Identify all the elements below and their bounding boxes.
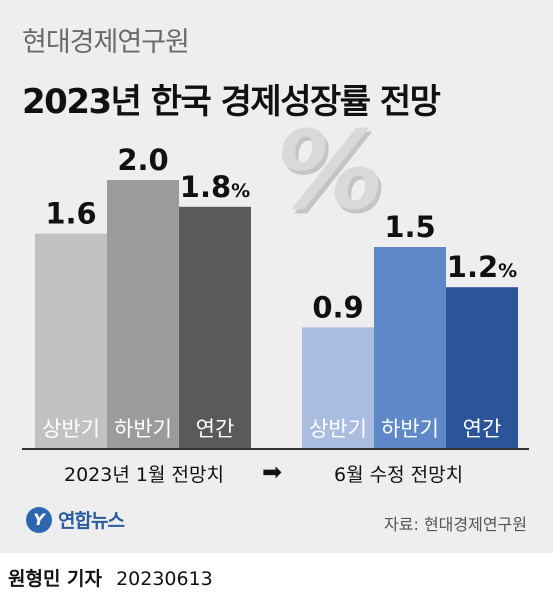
logo-mark-icon: Y: [26, 506, 52, 533]
source-note: 자료: 현대경제연구원: [384, 515, 527, 534]
percent-icon: %: [276, 109, 385, 234]
bar-category-label: 상반기: [309, 417, 367, 441]
bar-value-label: 1.2%: [447, 250, 517, 284]
bar-value-label: 0.9: [312, 290, 363, 324]
group-label-june: 6월 수정 전망치: [334, 464, 464, 486]
yonhap-logo: Y 연합뉴스: [26, 506, 125, 533]
bar-g1-0: [302, 327, 374, 448]
right-arrow-icon: ➡: [262, 458, 283, 486]
group-label-january: 2023년 1월 전망치: [64, 464, 224, 486]
bar-category-label: 연간: [196, 417, 235, 441]
chart-baseline: [22, 448, 529, 450]
byline-reporter: 원형민 기자: [8, 568, 103, 590]
bar-g1-2: [446, 287, 518, 448]
chart-subtitle: 현대경제연구원: [22, 27, 190, 58]
bar-g0-1: [107, 180, 179, 448]
bar-value-label: 1.5: [384, 210, 435, 244]
bar-value-label: 1.8%: [180, 170, 250, 204]
byline: 원형민 기자 20230613: [8, 564, 213, 591]
chart-title: 2023년 한국 경제성장률 전망: [22, 82, 441, 122]
bar-value-label: 2.0: [117, 143, 168, 177]
bar-g0-0: [35, 233, 107, 448]
bar-value-label: 1.6: [45, 197, 96, 231]
bar-g0-2: [179, 206, 251, 448]
bar-chart: 1.6 상반기 2.0 하반기 1.8% 연간 0.9 상반기 1.5 하반기 1.2% 연간: [35, 143, 518, 448]
unit-label: %: [498, 260, 517, 282]
byline-date: 20230613: [116, 568, 213, 590]
bar-g1-1: [374, 247, 446, 448]
logo-text: 연합뉴스: [58, 510, 125, 532]
bar-category-label: 상반기: [42, 417, 100, 441]
bar-category-label: 하반기: [114, 417, 172, 441]
unit-label: %: [231, 180, 250, 202]
bar-category-label: 하반기: [381, 417, 439, 441]
bar-category-label: 연간: [463, 417, 502, 441]
infographic-card: 현대경제연구원 2023년 한국 경제성장률 전망 % 1.6 상반기 2.0 하반기…: [0, 0, 553, 553]
